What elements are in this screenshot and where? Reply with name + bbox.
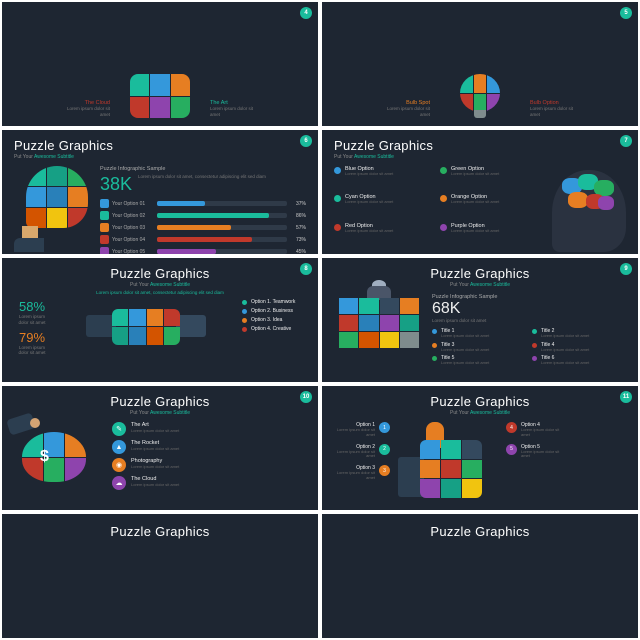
- text: Lorem ipsum dolor sit amet: [60, 106, 110, 118]
- slide-title: Puzzle Graphics: [334, 394, 626, 409]
- title-item: Title 3Lorem ipsum dolor sit amet: [432, 342, 526, 353]
- option-item: 2Option 2Lorem ipsum dolor sit amet: [334, 444, 390, 460]
- stat-value: 38K: [100, 174, 132, 195]
- pct-2: 79%: [14, 330, 50, 345]
- option-item: 4Option 4Lorem ipsum dolor sit amet: [506, 422, 562, 438]
- slide-subtitle: Put Your Awesome Subtitle: [334, 154, 626, 160]
- slide-title: Puzzle Graphics: [14, 138, 306, 153]
- thumbs-up-graphic: [398, 422, 498, 507]
- slide-number: 6: [300, 135, 312, 147]
- list-icon: ✎: [112, 422, 126, 436]
- slide-number: 5: [620, 7, 632, 19]
- option-item: Purple OptionLorem ipsum dolor sit amet: [440, 223, 538, 246]
- list-icon: ▲: [112, 440, 126, 454]
- list-icon: ◉: [112, 458, 126, 472]
- slide-subtitle: Put Your Awesome Subtitle: [334, 410, 626, 416]
- slide-title: Puzzle Graphics: [334, 266, 626, 281]
- slide-number: 8: [300, 263, 312, 275]
- bar-row: Your Option 0137%: [100, 199, 306, 208]
- slide-number: 11: [620, 391, 632, 403]
- option-grid: Blue OptionLorem ipsum dolor sit amet Gre…: [334, 166, 538, 246]
- slide-8: 8 Puzzle Graphics Put Your Awesome Subti…: [2, 258, 318, 382]
- title-item: Title 1Lorem ipsum dolor sit amet: [432, 328, 526, 339]
- slide-4-partial: 4 The Cloud Lorem ipsum dolor sit amet T…: [2, 2, 318, 126]
- list-item: ▲The RocketLorem ipsum dolor sit amet: [112, 440, 306, 454]
- sample-title: Puzzle Infographic Sample: [100, 166, 306, 172]
- option-list: Option 1. Teamwork Option 2. Business Opti…: [242, 299, 306, 379]
- pct-1: 58%: [14, 299, 50, 314]
- title-item: Title 5Lorem ipsum dolor sit amet: [432, 355, 526, 366]
- option-item: 5Option 5Lorem ipsum dolor sit amet: [506, 444, 562, 460]
- puzzle-shape: [130, 74, 190, 118]
- option-item: 3Option 3Lorem ipsum dolor sit amet: [334, 465, 390, 481]
- stat-value: 68K: [432, 300, 626, 318]
- icon-list: ✎The ArtLorem ipsum dolor sit amet ▲The R…: [112, 422, 306, 502]
- title-item: Title 4Lorem ipsum dolor sit amet: [532, 342, 626, 353]
- list-item: ✎The ArtLorem ipsum dolor sit amet: [112, 422, 306, 436]
- slide-subtitle: Put Your Awesome Subtitle: [14, 282, 306, 288]
- bar-chart: Your Option 0137% Your Option 0286% Your O…: [100, 199, 306, 254]
- slide-7: 7 Puzzle Graphics Put Your Awesome Subti…: [322, 130, 638, 254]
- text: Lorem ipsum dolor sit amet: [210, 106, 260, 118]
- slide-subtitle: Put Your Awesome Subtitle: [14, 410, 306, 416]
- option-item: Option 3. Idea: [242, 317, 306, 323]
- slide-title: Puzzle Graphics: [334, 524, 626, 539]
- title-item: Title 6Lorem ipsum dolor sit amet: [532, 355, 626, 366]
- slide-number: 7: [620, 135, 632, 147]
- option-item: Orange OptionLorem ipsum dolor sit amet: [440, 194, 538, 217]
- money-bag-graphic: $: [22, 422, 92, 484]
- slide-title: Puzzle Graphics: [334, 138, 626, 153]
- slide-title: Puzzle Graphics: [14, 524, 306, 539]
- slide-6: 6 Puzzle Graphics Put Your Awesome Subti…: [2, 130, 318, 254]
- briefcase-graphic: [339, 294, 419, 349]
- title-item: Title 2Lorem ipsum dolor sit amet: [532, 328, 626, 339]
- dollar-icon: $: [40, 448, 49, 466]
- bar-row: Your Option 0545%: [100, 247, 306, 254]
- bar-row: Your Option 0357%: [100, 223, 306, 232]
- option-item: 1Option 1Lorem ipsum dolor sit amet: [334, 422, 390, 438]
- slide-title: Puzzle Graphics: [14, 266, 306, 281]
- slide-5-partial: 5 Bulb Spot Lorem ipsum dolor sit amet B…: [322, 2, 638, 126]
- slide-number: 10: [300, 391, 312, 403]
- bar-row: Your Option 0473%: [100, 235, 306, 244]
- option-item: Option 4. Creative: [242, 326, 306, 332]
- slide-number: 4: [300, 7, 312, 19]
- option-item: Option 2. Business: [242, 308, 306, 314]
- head-puzzle-graphic: [14, 166, 92, 252]
- option-list-right: 4Option 4Lorem ipsum dolor sit amet 5Opti…: [506, 422, 562, 502]
- bar-row: Your Option 0286%: [100, 211, 306, 220]
- title-grid: Title 1Lorem ipsum dolor sit amet Title 2…: [432, 328, 626, 366]
- list-icon: ☁: [112, 476, 126, 490]
- option-item: Green OptionLorem ipsum dolor sit amet: [440, 166, 538, 189]
- option-item: Cyan OptionLorem ipsum dolor sit amet: [334, 194, 432, 217]
- slide-9: 9 Puzzle Graphics Put Your Awesome Subti…: [322, 258, 638, 382]
- option-item: Red OptionLorem ipsum dolor sit amet: [334, 223, 432, 246]
- slide-title: Puzzle Graphics: [14, 394, 306, 409]
- bulb-shape: [450, 74, 510, 118]
- list-item: ◉PhotographyLorem ipsum dolor sit amet: [112, 458, 306, 472]
- slide-11: 11 Puzzle Graphics Put Your Awesome Subt…: [322, 386, 638, 510]
- brain-head-graphic: [546, 166, 626, 252]
- slide-10: 10 Puzzle Graphics Put Your Awesome Subt…: [2, 386, 318, 510]
- slide-12-partial: Puzzle Graphics: [2, 514, 318, 638]
- slide-13-partial: Puzzle Graphics: [322, 514, 638, 638]
- slide-subtitle: Put Your Awesome Subtitle: [14, 154, 306, 160]
- slide-number: 9: [620, 263, 632, 275]
- list-item: ☁The CloudLorem ipsum dolor sit amet: [112, 476, 306, 490]
- option-list-left: 1Option 1Lorem ipsum dolor sit amet 2Opti…: [334, 422, 390, 502]
- option-item: Option 1. Teamwork: [242, 299, 306, 305]
- slide-grid: 4 The Cloud Lorem ipsum dolor sit amet T…: [0, 0, 640, 640]
- option-item: Blue OptionLorem ipsum dolor sit amet: [334, 166, 432, 189]
- handshake-graphic: [86, 299, 206, 359]
